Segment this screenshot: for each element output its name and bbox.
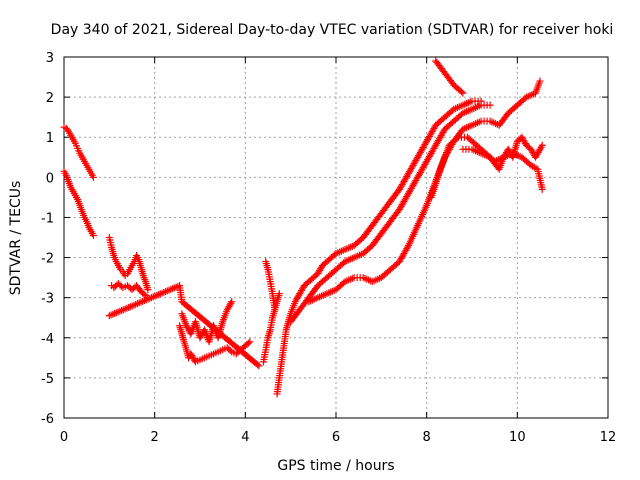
y-axis: -6 -5 -4 -3 -2 -1 0 1 2 3 — [41, 51, 608, 427]
series-arc-1 — [60, 123, 97, 181]
data-point — [89, 173, 97, 181]
x-tick-label: 2 — [151, 430, 159, 445]
x-tick-label: 4 — [241, 430, 249, 445]
grid — [64, 57, 608, 418]
data-point — [246, 338, 254, 346]
data-points — [60, 57, 546, 398]
data-point — [255, 362, 263, 370]
y-tick-label: 0 — [46, 171, 54, 186]
data-point — [144, 286, 152, 294]
data-point — [228, 298, 236, 306]
data-point — [459, 89, 467, 97]
series-arc-5 — [176, 322, 254, 366]
series-arc-10 — [287, 101, 494, 326]
data-point — [226, 346, 234, 354]
data-point — [535, 147, 543, 155]
data-point — [538, 141, 546, 149]
data-point — [89, 231, 97, 239]
x-tick-label: 6 — [332, 430, 340, 445]
data-point — [457, 88, 465, 96]
series-arc-3 — [105, 234, 152, 294]
data-point — [536, 77, 544, 85]
x-tick-label: 10 — [509, 430, 526, 445]
chart-title: Day 340 of 2021, Sidereal Day-to-day VTE… — [51, 22, 614, 38]
y-tick-label: -4 — [41, 332, 54, 347]
data-point — [538, 185, 546, 193]
y-tick-label: -6 — [41, 412, 54, 427]
y-tick-label: -2 — [41, 252, 54, 267]
data-point — [404, 243, 412, 251]
x-axis: 0 2 4 6 8 10 12 — [60, 57, 616, 445]
x-tick-label: 0 — [60, 430, 68, 445]
y-tick-label: -3 — [41, 292, 54, 307]
x-axis-label: GPS time / hours — [277, 458, 394, 474]
data-point — [453, 135, 461, 143]
data-point — [227, 299, 235, 307]
series-arc-8 — [259, 290, 283, 366]
y-tick-label: -5 — [41, 372, 54, 387]
data-point — [486, 101, 494, 109]
data-point — [254, 361, 262, 369]
data-point — [140, 290, 148, 298]
y-tick-label: 2 — [46, 91, 54, 106]
series-arc-4 — [108, 280, 152, 302]
y-tick-label: 3 — [46, 51, 54, 66]
series-outliers — [105, 282, 263, 370]
series-arc-14 — [432, 57, 467, 97]
series-arc-11 — [305, 77, 544, 306]
x-tick-label: 8 — [423, 430, 431, 445]
x-tick-label: 12 — [600, 430, 617, 445]
series-arc-13 — [459, 133, 546, 173]
y-tick-label: 1 — [46, 131, 54, 146]
y-tick-label: -1 — [41, 211, 54, 226]
data-point — [244, 339, 252, 347]
series-arc-2 — [60, 167, 97, 239]
series-arc-9 — [273, 97, 485, 398]
data-point — [275, 290, 283, 298]
y-axis-label: SDTVAR / TECUs — [8, 181, 24, 296]
